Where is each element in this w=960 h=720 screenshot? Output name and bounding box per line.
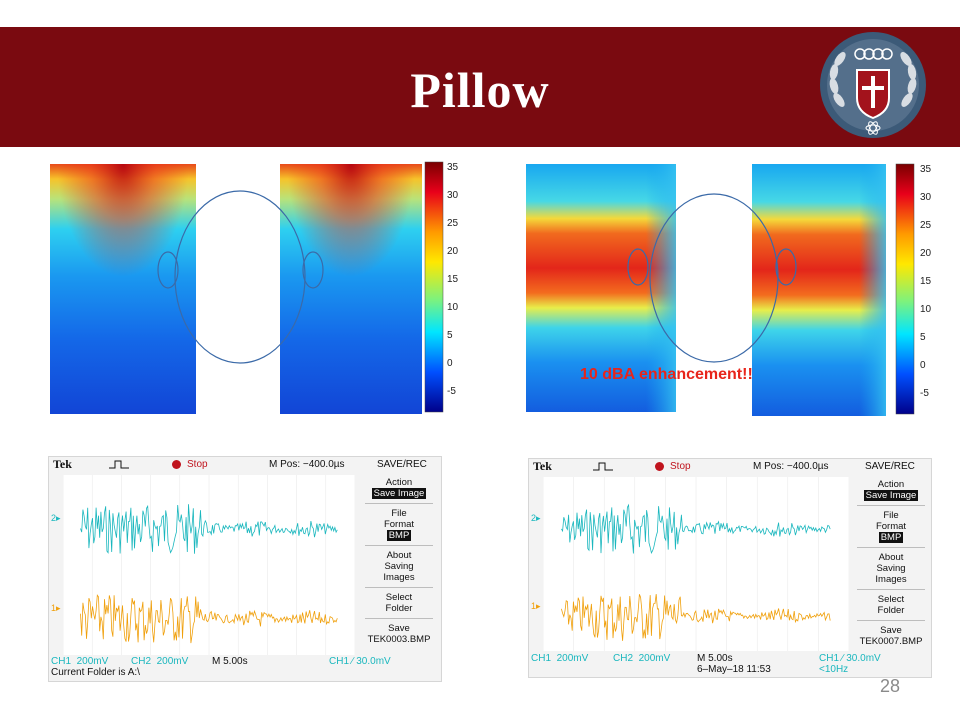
file-format-label: File Format [383,508,415,530]
trigger-frequency: <10Hz [819,664,849,675]
title-band [0,27,960,147]
heatmap-right-pair [526,163,915,416]
scope-header: Tek Stop M Pos: −400.0µs SAVE/REC [49,457,441,471]
time-base: M 5.00s [212,656,248,667]
select-folder-button[interactable]: Select Folder [877,594,905,616]
waveform-traces [62,475,356,655]
ch2-label: CH2 200mV [613,653,671,664]
ch1-label: CH1 200mV [531,653,589,664]
ch2-trace [80,504,338,554]
position-readout: M Pos: −400.0µs [753,461,829,472]
ch1-marker: 1▸ [51,603,61,613]
trigger-pulse-icon [593,462,613,471]
enhancement-annotation: 10 dBA enhancement!! [580,366,753,383]
colorbar-left-labels: 35 30 25 20 15 10 5 0 -5 [447,162,459,397]
page-number: 28 [880,676,901,696]
save-image-option[interactable]: Save Image [371,488,427,499]
trigger-readout: CH1 ∕ 30.0mV [329,656,391,667]
save-button[interactable]: Save [880,625,902,636]
stop-indicator-icon [172,460,181,469]
ch1-trace [80,594,338,644]
colorbar-right-labels: 35 30 25 20 15 10 5 0 -5 [920,164,932,399]
about-saving-images-button[interactable]: About Saving Images [875,552,907,585]
heatmap-left-pair [50,161,444,414]
menu-title: SAVE/REC [377,459,427,470]
save-file-name: TEK0003.BMP [367,634,431,645]
waveform-traces [542,477,850,651]
action-label: Action [877,479,905,490]
oscilloscope-screen-2: Tek Stop M Pos: −400.0µs SAVE/REC 2▸ 1▸ … [528,458,932,678]
oscilloscope-screen-1: Tek Stop M Pos: −400.0µs SAVE/REC 2▸ 1▸ … [48,456,442,682]
file-format-value[interactable]: BMP [386,530,412,541]
acquisition-status: Stop [187,459,208,470]
position-readout: M Pos: −400.0µs [269,459,345,470]
scope-header: Tek Stop M Pos: −400.0µs SAVE/REC [529,459,931,473]
file-format-value[interactable]: BMP [878,532,904,543]
about-saving-images-button[interactable]: About Saving Images [383,550,415,583]
save-rec-menu: Action Save Image File Format BMP About … [359,477,439,645]
date-time: 6–May–18 11:53 [697,664,771,675]
scope-brand: Tek [53,457,72,471]
acquisition-status: Stop [670,461,691,472]
file-format-label: File Format [875,510,907,532]
save-image-option[interactable]: Save Image [863,490,919,501]
trigger-pulse-icon [109,460,129,469]
current-folder: Current Folder is A:\ [51,667,140,678]
waveform-area [62,475,356,655]
trigger-readout: CH1 ∕ 30.0mV [819,653,881,664]
time-base: M 5.00s [697,653,733,664]
slide-title: Pillow [410,62,550,118]
ch2-marker: 2▸ [531,513,541,523]
select-folder-button[interactable]: Select Folder [385,592,413,614]
action-label: Action [385,477,413,488]
ch2-marker: 2▸ [51,513,61,523]
save-file-name: TEK0007.BMP [859,636,923,647]
ch2-trace [561,503,831,555]
university-logo-icon [820,32,926,138]
stop-indicator-icon [655,462,664,471]
waveform-area [542,477,850,651]
menu-title: SAVE/REC [865,461,915,472]
ch2-label: CH2 200mV [131,656,189,667]
scope-brand: Tek [533,459,552,473]
save-button[interactable]: Save [388,623,410,634]
save-rec-menu: Action Save Image File Format BMP About … [851,479,931,647]
ch1-trace [561,594,831,641]
ch1-marker: 1▸ [531,601,541,611]
ch1-label: CH1 200mV [51,656,109,667]
